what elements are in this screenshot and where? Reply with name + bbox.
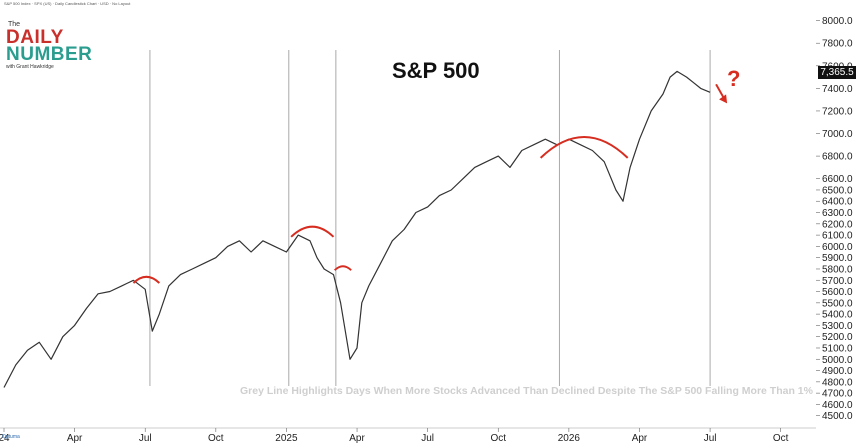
x-tick-label-10: Jul	[704, 433, 717, 444]
logo-the: The	[8, 21, 21, 28]
chart-header: S&P 500 Index · SPX (US) · Daily Candles…	[4, 1, 131, 6]
y-tick-label-26: 4700.0	[822, 389, 853, 400]
y-tick-label-7: 6600.0	[822, 174, 853, 185]
y-tick-label-22: 5100.0	[822, 343, 853, 354]
x-tick-label-11: Oct	[773, 433, 789, 444]
x-tick-label-6: Jul	[421, 433, 434, 444]
y-tick-label-23: 5000.0	[822, 355, 853, 366]
y-tick-label-11: 6200.0	[822, 219, 853, 230]
x-tick-label-5: Apr	[349, 433, 365, 444]
y-tick-label-21: 5200.0	[822, 332, 853, 343]
y-tick-label-5: 7000.0	[822, 129, 853, 140]
x-tick-label-9: Apr	[632, 433, 648, 444]
x-tick-label-0: 24	[0, 433, 10, 444]
y-tick-label-4: 7200.0	[822, 106, 853, 117]
y-tick-label-24: 4900.0	[822, 366, 853, 377]
down-arrow-head	[719, 94, 728, 104]
chart-caption: Grey Line Highlights Days When More Stoc…	[240, 385, 813, 397]
y-tick-label-25: 4800.0	[822, 377, 853, 388]
y-tick-label-3: 7400.0	[822, 84, 853, 95]
x-tick-label-4: 2025	[275, 433, 298, 444]
logo-number: NUMBER	[6, 44, 93, 65]
x-tick-label-7: Oct	[490, 433, 506, 444]
x-tick-label-1: Apr	[67, 433, 83, 444]
y-tick-label-16: 5700.0	[822, 276, 853, 287]
peak-arc-1	[290, 225, 335, 238]
y-tick-label-19: 5400.0	[822, 310, 853, 321]
y-tick-label-27: 4600.0	[822, 400, 853, 411]
y-tick-label-17: 5600.0	[822, 287, 853, 298]
y-tick-label-9: 6400.0	[822, 197, 853, 208]
y-tick-label-6: 6800.0	[822, 152, 853, 163]
chart-title: S&P 500	[392, 58, 480, 83]
daily-number-logo: The DAILY NUMBER with Grant Hawkridge	[6, 21, 92, 70]
last-price-badge: 7,365.5	[818, 66, 856, 79]
peak-arc-3	[539, 136, 629, 159]
x-tick-label-2: Jul	[139, 433, 152, 444]
optuma-watermark: Optuma	[2, 434, 20, 440]
y-tick-label-1: 7800.0	[822, 39, 853, 50]
peak-arc-2	[333, 265, 352, 271]
y-tick-label-20: 5300.0	[822, 321, 853, 332]
y-tick-label-10: 6300.0	[822, 208, 853, 219]
price-line	[3, 70, 711, 388]
y-tick-label-12: 6100.0	[822, 231, 853, 242]
y-tick-label-14: 5900.0	[822, 253, 853, 264]
logo-byline: with Grant Hawkridge	[6, 64, 54, 70]
x-tick-label-3: Oct	[208, 433, 224, 444]
peak-arc-0	[132, 275, 161, 284]
y-tick-label-28: 4500.0	[822, 411, 853, 422]
y-tick-label-0: 8000.0	[822, 16, 853, 27]
y-tick-label-18: 5500.0	[822, 298, 853, 309]
y-tick-label-15: 5800.0	[822, 264, 853, 275]
question-annotation: ?	[727, 66, 741, 91]
x-tick-label-8: 2026	[558, 433, 581, 444]
y-tick-label-13: 6000.0	[822, 242, 853, 253]
logo-daily: DAILY	[6, 27, 64, 48]
y-tick-label-8: 6500.0	[822, 185, 853, 196]
